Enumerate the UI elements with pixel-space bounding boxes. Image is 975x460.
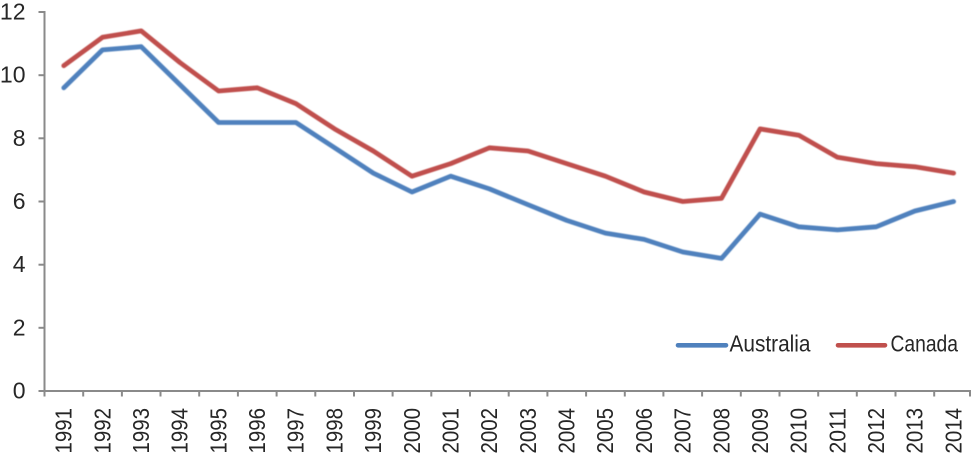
svg-text:1999: 1999: [360, 408, 386, 454]
svg-text:2014: 2014: [940, 408, 966, 454]
svg-text:1998: 1998: [321, 408, 347, 454]
svg-text:2008: 2008: [708, 408, 734, 454]
svg-text:2002: 2002: [476, 408, 502, 454]
svg-text:0: 0: [13, 378, 26, 404]
svg-text:2009: 2009: [747, 408, 773, 454]
svg-text:2: 2: [13, 314, 26, 340]
svg-text:2003: 2003: [515, 408, 541, 454]
svg-text:1996: 1996: [244, 408, 270, 454]
svg-text:6: 6: [13, 188, 26, 214]
svg-text:10: 10: [0, 62, 26, 88]
svg-text:1997: 1997: [283, 408, 309, 454]
svg-text:1993: 1993: [128, 408, 154, 454]
svg-text:2005: 2005: [592, 408, 618, 454]
svg-text:2001: 2001: [438, 408, 464, 454]
svg-text:1995: 1995: [205, 408, 231, 454]
svg-text:1991: 1991: [51, 408, 77, 454]
svg-text:2010: 2010: [786, 408, 812, 454]
svg-text:2007: 2007: [670, 408, 696, 454]
svg-text:Australia: Australia: [730, 331, 811, 357]
svg-text:2006: 2006: [631, 408, 657, 454]
svg-text:2000: 2000: [399, 408, 425, 454]
svg-text:8: 8: [13, 125, 26, 151]
svg-text:2011: 2011: [824, 408, 850, 454]
svg-text:1994: 1994: [167, 408, 193, 454]
svg-text:2012: 2012: [863, 408, 889, 454]
svg-text:4: 4: [13, 251, 26, 277]
svg-text:2004: 2004: [554, 408, 580, 454]
svg-text:1992: 1992: [89, 408, 115, 454]
svg-text:12: 12: [0, 0, 26, 25]
svg-text:Canada: Canada: [891, 331, 959, 357]
svg-text:2013: 2013: [902, 408, 928, 454]
